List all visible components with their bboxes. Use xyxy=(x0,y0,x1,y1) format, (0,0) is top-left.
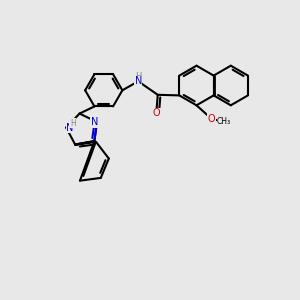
Text: CH₃: CH₃ xyxy=(217,117,231,126)
Text: H: H xyxy=(70,119,76,128)
Text: N: N xyxy=(66,122,74,133)
Text: H: H xyxy=(135,72,141,81)
Text: O: O xyxy=(208,114,215,124)
Text: O: O xyxy=(152,108,160,118)
Text: N: N xyxy=(135,76,142,86)
Text: N: N xyxy=(91,117,98,127)
